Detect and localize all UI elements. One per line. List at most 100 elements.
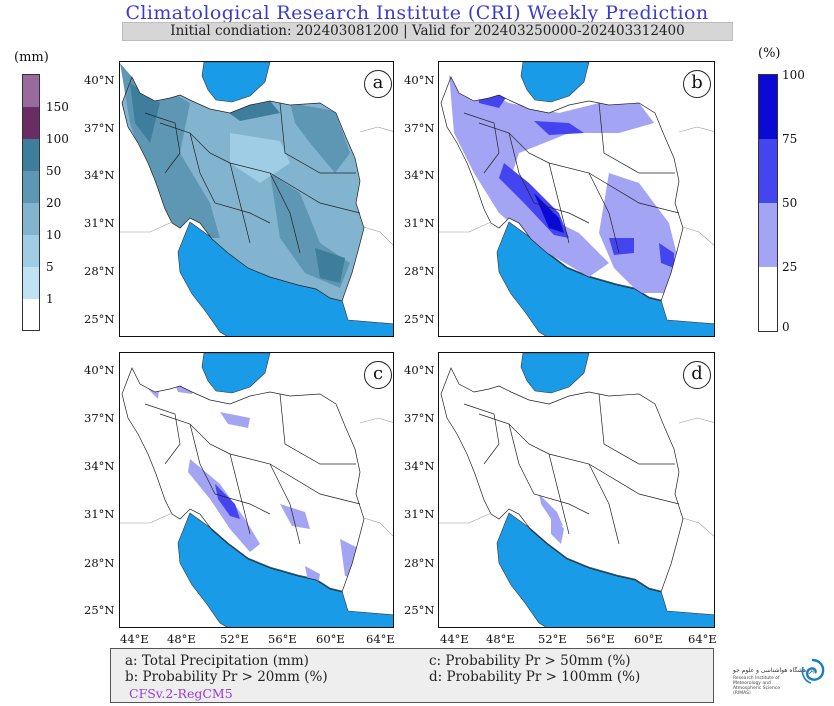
lon-label: 48°E [167, 632, 196, 646]
lat-label: 31°N [84, 216, 115, 230]
legend-right-level: 0 [782, 320, 790, 334]
precip-zone [315, 248, 345, 283]
probability-zone [449, 73, 654, 277]
persian-gulf [177, 512, 393, 627]
colorbar-bin [23, 235, 39, 267]
caspian-sea [520, 353, 590, 394]
page-title: Climatological Research Institute (CRI) … [125, 2, 709, 24]
legend-right-level: 25 [782, 260, 798, 274]
lat-label: 37°N [84, 411, 115, 425]
probability-zone [551, 512, 564, 544]
map-panel-a: a [119, 61, 394, 337]
rimas-logo: پژوهشگاه هواشناسی و علوم جو Research Ins… [733, 655, 829, 696]
legend-right-level: 100 [782, 68, 805, 82]
lon-label: 64°E [688, 632, 717, 646]
colorbar-bin [23, 267, 39, 299]
lat-label: 34°N [404, 459, 435, 473]
precip-zone [230, 133, 290, 183]
footer-item-c: c: Probability Pr > 50mm (%) [429, 653, 631, 669]
lat-label: 34°N [404, 168, 435, 182]
precip-zone [290, 103, 350, 173]
panel-label: a [364, 70, 392, 98]
lon-label: 52°E [220, 632, 249, 646]
lon-label: 44°E [120, 632, 149, 646]
lat-label: 31°N [84, 507, 115, 521]
probability-zone [220, 412, 250, 428]
map-panel-b: b [438, 61, 715, 337]
probability-zone [215, 484, 240, 519]
lat-label: 34°N [84, 459, 115, 473]
lat-label: 40°N [404, 73, 435, 87]
province-borders [440, 367, 684, 593]
lat-label: 25°N [404, 312, 435, 326]
probability-zone [534, 121, 584, 135]
lat-label: 25°N [84, 312, 115, 326]
probability-zone [280, 504, 310, 529]
probability-zone [609, 238, 634, 255]
lat-label: 31°N [404, 507, 435, 521]
legend-left-level: 10 [46, 228, 62, 242]
colorbar-bin [759, 267, 777, 331]
colorbar-bin [23, 171, 39, 203]
probability-colorbar [758, 74, 778, 332]
colorbar-bin [23, 299, 39, 330]
lat-label: 28°N [404, 264, 435, 278]
colorbar-bin [23, 107, 39, 139]
lat-label: 34°N [84, 168, 115, 182]
lon-label: 48°E [486, 632, 515, 646]
caspian-sea [520, 62, 590, 103]
lat-label: 25°N [404, 603, 435, 617]
legend-right-level: 50 [782, 196, 798, 210]
colorbar-bin [23, 75, 39, 107]
lon-label: 60°E [634, 632, 663, 646]
lat-label: 37°N [404, 121, 435, 135]
logo-text-en: Research Institute of Meteorology and At… [733, 676, 781, 696]
legend-left-level: 150 [46, 100, 69, 114]
logo-text-fa: پژوهشگاه هواشناسی و علوم جو [733, 667, 815, 674]
forecast-validity-subtitle: Initial condiation: 202403081200 | Valid… [122, 22, 733, 41]
colorbar-bin [23, 139, 39, 171]
lon-label: 60°E [316, 632, 345, 646]
neighbor-borders [439, 417, 714, 537]
caspian-sea [201, 62, 271, 103]
persian-gulf [496, 512, 714, 627]
province-borders [440, 76, 684, 302]
caspian-sea [201, 353, 271, 394]
legend-left-level: 50 [46, 164, 62, 178]
lon-label: 64°E [366, 632, 395, 646]
province-borders [121, 76, 365, 302]
map-panel-c: c [119, 352, 394, 628]
probability-zone [659, 243, 674, 268]
panel-label: d [683, 361, 711, 389]
province-borders [121, 367, 365, 593]
lon-label: 56°E [268, 632, 297, 646]
footer-legend-box: a: Total Precipitation (mm) b: Probabili… [110, 648, 714, 703]
colorbar-bin [759, 75, 777, 139]
lon-label: 56°E [586, 632, 615, 646]
legend-right-level: 75 [782, 132, 798, 146]
lat-label: 28°N [84, 556, 115, 570]
colorbar-bin [759, 139, 777, 203]
lat-label: 31°N [404, 216, 435, 230]
lon-label: 44°E [440, 632, 469, 646]
panel-label: c [364, 361, 392, 389]
lat-label: 40°N [84, 73, 115, 87]
legend-left-level: 100 [46, 132, 69, 146]
neighbor-borders [120, 126, 393, 246]
model-name: CFSv.2-RegCM5 [129, 686, 233, 701]
footer-item-b: b: Probability Pr > 20mm (%) [125, 669, 328, 685]
lat-label: 40°N [404, 363, 435, 377]
neighbor-borders [120, 417, 393, 537]
legend-left-level: 1 [46, 292, 54, 306]
precip-colorbar [22, 74, 40, 331]
lat-label: 25°N [84, 603, 115, 617]
map-panel-d: d [438, 352, 715, 628]
panel-label: b [683, 70, 711, 98]
lat-label: 28°N [404, 556, 435, 570]
persian-gulf [496, 221, 714, 336]
legend-left-unit: (mm) [14, 50, 49, 65]
legend-right-unit: (%) [758, 46, 781, 61]
legend-left-level: 20 [46, 196, 62, 210]
probability-zone [534, 193, 564, 233]
colorbar-bin [759, 203, 777, 267]
